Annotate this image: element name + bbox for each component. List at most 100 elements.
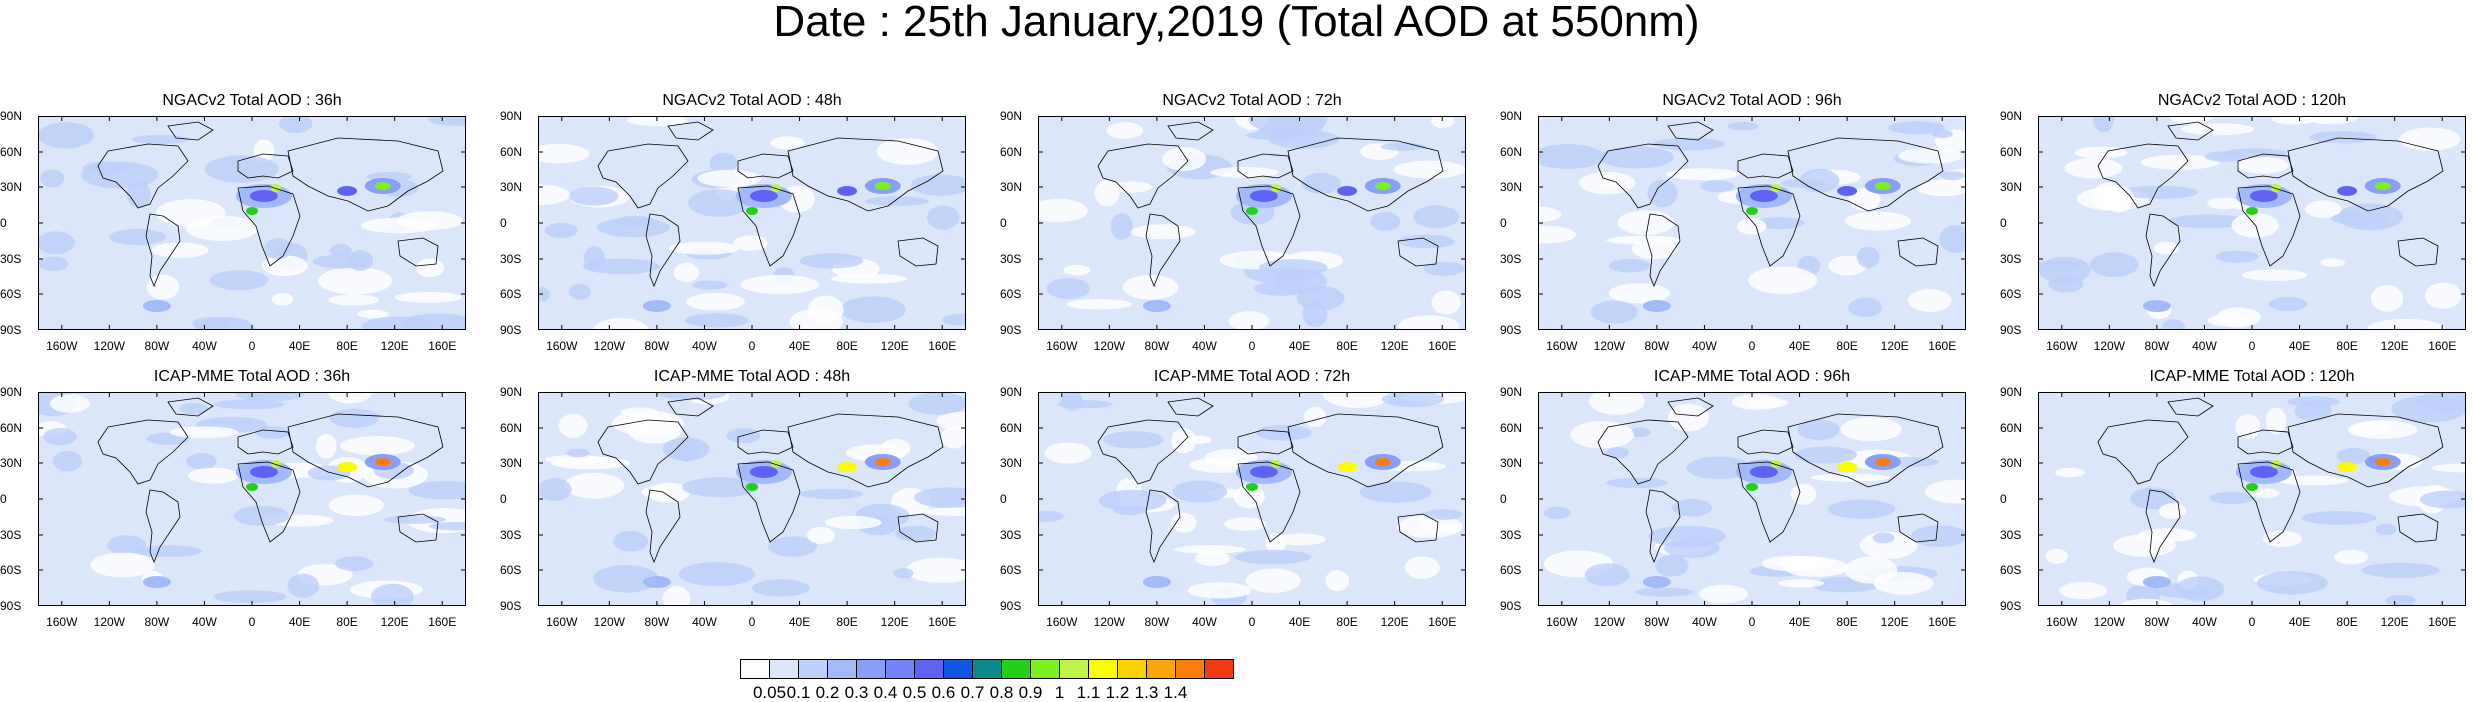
aod-field-patch xyxy=(1423,261,1466,276)
aod-field-patch xyxy=(2256,571,2328,595)
aod-field-patch xyxy=(1840,417,1902,442)
aod-field-patch xyxy=(2399,127,2461,151)
aod-field-patch xyxy=(318,267,393,295)
lon-label: 40W xyxy=(1692,339,1717,353)
aod-field-patch xyxy=(2246,488,2280,498)
lon-label: 40E xyxy=(288,339,311,353)
aod-hotspot xyxy=(749,466,778,478)
lon-label: 160W xyxy=(546,615,578,629)
coastline xyxy=(1167,121,1214,141)
lat-label: 0 xyxy=(500,492,507,506)
coastline xyxy=(287,413,444,488)
aod-field-patch xyxy=(2059,582,2107,600)
coastline xyxy=(1737,153,1794,179)
map-panel: ICAP-MME Total AOD : 96h 90N 60N 30N 0 30S 60S… xyxy=(1500,368,1980,628)
aod-field-patch xyxy=(2120,598,2173,606)
aod-field-patch xyxy=(1359,481,1432,503)
aod-hotspot xyxy=(1746,483,1758,491)
coastline xyxy=(397,513,439,543)
coastline xyxy=(2237,461,2301,543)
lat-label: 30S xyxy=(2000,528,2022,542)
aod-map xyxy=(1538,392,1966,606)
aod-map xyxy=(2038,116,2466,330)
lat-label: 30N xyxy=(2000,180,2023,194)
aod-field-patch xyxy=(1778,579,1825,588)
aod-field-patch xyxy=(81,161,159,189)
lat-label: 90N xyxy=(500,385,523,399)
coastline xyxy=(1897,513,1939,543)
aod-field-patch xyxy=(1413,205,1460,229)
aod-field-patch xyxy=(1130,224,1196,240)
aod-field-patch xyxy=(752,579,811,597)
aod-field-patch xyxy=(799,253,864,269)
aod-field-patch xyxy=(920,507,966,516)
aod-field-patch xyxy=(287,573,320,598)
aod-field-patch xyxy=(262,255,308,276)
map-panel: ICAP-MME Total AOD : 36h 90N 60N 30N 0 30S 60S… xyxy=(0,368,480,628)
lat-label: 30N xyxy=(0,180,23,194)
map-panel: ICAP-MME Total AOD : 72h 90N 60N 30N 0 30S 60S… xyxy=(1000,368,1480,628)
lon-label: 160E xyxy=(1928,615,1957,629)
lat-label: 60S xyxy=(500,563,522,577)
aod-field-patch xyxy=(1431,290,1461,315)
aod-field-patch xyxy=(186,453,217,470)
aod-hotspot xyxy=(1337,186,1358,196)
lon-label: 120W xyxy=(593,615,626,629)
map-panel: NGACv2 Total AOD : 120h 90N 60N 30N 0 30S 60S 9… xyxy=(2000,92,2473,352)
aod-field-patch xyxy=(335,556,374,572)
lat-label: 60N xyxy=(0,145,23,159)
lon-label: 0 xyxy=(1248,615,1256,629)
lon-label: 40E xyxy=(1288,615,1311,629)
lon-label: 0 xyxy=(1748,615,1756,629)
aod-field-patch xyxy=(1617,210,1675,235)
aod-field-patch xyxy=(1046,278,1091,299)
aod-map xyxy=(2038,392,2466,606)
aod-field-patch xyxy=(1932,129,1953,139)
coastline xyxy=(597,143,689,209)
aod-field-patch xyxy=(927,205,960,230)
aod-field-patch xyxy=(328,294,379,306)
lon-label: 80W xyxy=(1644,615,1670,629)
aod-field-patch xyxy=(1570,421,1634,449)
aod-field-patch xyxy=(2262,530,2303,547)
aod-hotspot xyxy=(2246,483,2258,491)
aod-field-patch xyxy=(38,256,69,271)
aod-hotspot xyxy=(1837,462,1858,472)
aod-field-patch xyxy=(538,286,551,302)
coastline xyxy=(145,489,181,564)
aod-field-patch xyxy=(688,189,750,217)
coastline xyxy=(667,121,714,141)
aod-field-patch xyxy=(568,186,619,206)
lat-label: 60N xyxy=(1000,145,1023,159)
aod-field-patch xyxy=(109,228,166,246)
colorbar-label: 0.6 xyxy=(931,683,956,702)
colorbar-swatch xyxy=(885,659,915,679)
lon-label: 160W xyxy=(1546,339,1578,353)
coastline xyxy=(1787,413,1944,488)
coastline xyxy=(897,513,939,543)
lon-label: 160W xyxy=(546,339,578,353)
colorbar-swatch xyxy=(1117,659,1147,679)
panel-title: ICAP-MME Total AOD : 36h xyxy=(153,368,351,385)
aod-field-patch xyxy=(361,316,435,330)
lon-label: 120E xyxy=(2380,615,2409,629)
lon-label: 80W xyxy=(144,339,170,353)
lon-label: 160E xyxy=(428,339,457,353)
aod-field-patch xyxy=(1255,425,1312,441)
lon-label: 80W xyxy=(1644,339,1670,353)
aod-field-patch xyxy=(2089,252,2139,277)
lon-label: 160E xyxy=(1428,339,1457,353)
aod-field-patch xyxy=(839,296,906,323)
coastline xyxy=(1145,489,1181,564)
aod-field-patch xyxy=(1187,582,1252,599)
coastline xyxy=(897,237,939,267)
aod-field-patch xyxy=(1753,217,1805,230)
lon-label: 160W xyxy=(2046,615,2078,629)
lon-label: 160E xyxy=(2428,615,2457,629)
coastline xyxy=(1237,429,1294,455)
lat-label: 0 xyxy=(2000,492,2007,506)
lon-label: 120W xyxy=(2093,339,2126,353)
aod-field-patch xyxy=(253,139,275,163)
aod-field-patch xyxy=(327,392,372,404)
lon-label: 160W xyxy=(2046,339,2078,353)
